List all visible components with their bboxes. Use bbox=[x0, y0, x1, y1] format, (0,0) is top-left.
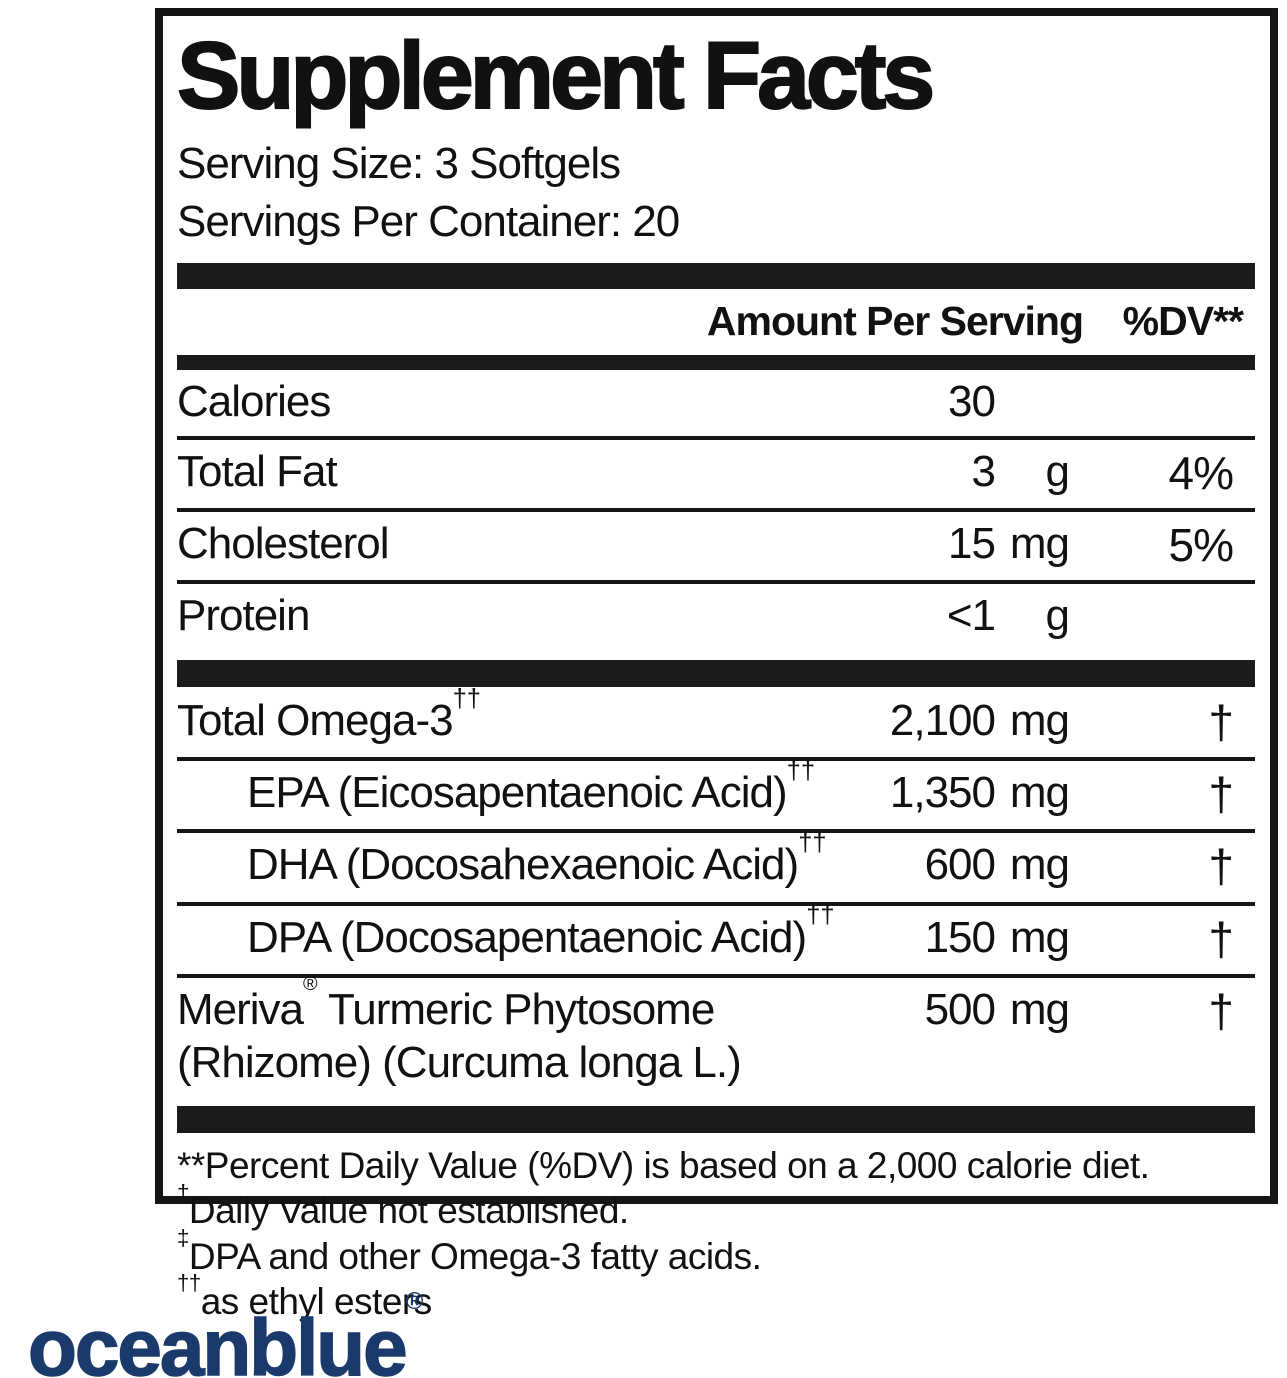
footnote-ethyl-esters: ††as ethyl esters bbox=[177, 1270, 432, 1322]
nutrient-unit: mg bbox=[1009, 840, 1070, 890]
nutrient-name: Total Omega-3†† bbox=[177, 684, 481, 746]
nutrient-name: Total Fat bbox=[177, 446, 338, 496]
divider-bar-thick bbox=[177, 263, 1255, 290]
table-row-cholesterol: Cholesterol 15 mg 5% bbox=[177, 508, 1255, 580]
nutrient-name: Cholesterol bbox=[177, 519, 390, 569]
column-header-amount: Amount Per Serving bbox=[706, 298, 1084, 345]
divider-bar-thick bbox=[177, 1106, 1255, 1134]
nutrient-dv: † bbox=[1208, 768, 1234, 821]
nutrient-amount: 2,100 bbox=[889, 696, 996, 746]
nutrient-name: Calories bbox=[177, 377, 331, 427]
table-row-protein: Protein <1 g bbox=[177, 580, 1255, 650]
nutrient-unit: mg bbox=[1009, 768, 1070, 818]
nutrient-amount: <1 bbox=[946, 591, 996, 641]
table-row-calories: Calories 30 bbox=[177, 370, 1255, 436]
nutrient-unit: g bbox=[1045, 591, 1070, 641]
nutrient-amount: 30 bbox=[948, 377, 996, 427]
servings-per-container: Servings Per Container: 20 bbox=[177, 196, 680, 246]
panel-title: Supplement Facts bbox=[176, 23, 936, 129]
nutrient-unit: mg bbox=[1009, 984, 1070, 1034]
nutrient-name: DPA (Docosapentaenoic Acid)†† bbox=[247, 901, 835, 962]
footnotes: **Percent Daily Value (%DV) is based on … bbox=[177, 1143, 1255, 1324]
nutrient-amount: 150 bbox=[924, 912, 996, 962]
nutrient-dv: † bbox=[1208, 984, 1234, 1037]
column-header-row: Amount Per Serving %DV** bbox=[177, 291, 1255, 351]
table-row-meriva: Meriva® Turmeric Phytosome (Rhizome) (Cu… bbox=[177, 973, 1255, 1097]
nutrient-name: DHA (Docosahexaenoic Acid)†† bbox=[247, 828, 827, 890]
nutrient-dv: † bbox=[1208, 840, 1234, 893]
nutrient-unit: mg bbox=[1009, 912, 1070, 962]
nutrient-name-line2: (Rhizome) (Curcuma longa L.) bbox=[177, 1037, 742, 1087]
nutrient-amount: 500 bbox=[924, 984, 996, 1034]
supplement-facts-panel: Supplement Facts Serving Size: 3 Softgel… bbox=[155, 8, 1278, 1322]
table-row-dha: DHA (Docosahexaenoic Acid)†† 600 mg † bbox=[177, 829, 1255, 901]
table-row-epa: EPA (Eicosapentaenoic Acid)†† 1,350 mg † bbox=[177, 757, 1255, 829]
nutrient-unit: mg bbox=[1009, 696, 1070, 746]
oceanblue-logo-text: oceanblue bbox=[27, 1302, 408, 1378]
table-row-total-omega3: Total Omega-3†† 2,100 mg † bbox=[177, 684, 1255, 757]
nutrient-dv: † bbox=[1208, 696, 1234, 749]
footnote-dv: **Percent Daily Value (%DV) is based on … bbox=[177, 1145, 1150, 1187]
nutrient-amount: 15 bbox=[948, 519, 996, 569]
nutrient-name: Protein bbox=[177, 591, 310, 641]
nutrient-dv: 4% bbox=[1168, 446, 1234, 499]
footnote-dpa: ‡DPA and other Omega-3 fatty acids. bbox=[177, 1225, 762, 1277]
table-row-dpa: DPA (Docosapentaenoic Acid)†† 150 mg † bbox=[177, 901, 1255, 974]
nutrient-amount: 600 bbox=[924, 840, 996, 890]
nutrient-unit: g bbox=[1045, 446, 1070, 496]
divider-bar-medium bbox=[177, 355, 1255, 371]
column-header-dv: %DV** bbox=[1122, 298, 1244, 345]
footnote-daily-value: †Daily Value not established. bbox=[177, 1180, 629, 1232]
oceanblue-logo: oceanblue® bbox=[27, 1288, 423, 1378]
registered-mark-icon: ® bbox=[405, 1287, 424, 1315]
nutrient-dv: 5% bbox=[1168, 519, 1234, 572]
divider-bar-thick bbox=[177, 660, 1255, 688]
table-row-total-fat: Total Fat 3 g 4% bbox=[177, 435, 1255, 508]
nutrient-name: Meriva® Turmeric Phytosome (Rhizome) (Cu… bbox=[177, 973, 875, 1090]
serving-size: Serving Size: 3 Softgels bbox=[177, 138, 621, 188]
nutrient-name: EPA (Eicosapentaenoic Acid)†† bbox=[247, 756, 816, 818]
nutrient-amount: 1,350 bbox=[889, 768, 996, 818]
nutrient-amount: 3 bbox=[971, 446, 996, 496]
nutrient-dv: † bbox=[1208, 912, 1234, 965]
nutrient-unit: mg bbox=[1009, 519, 1070, 569]
